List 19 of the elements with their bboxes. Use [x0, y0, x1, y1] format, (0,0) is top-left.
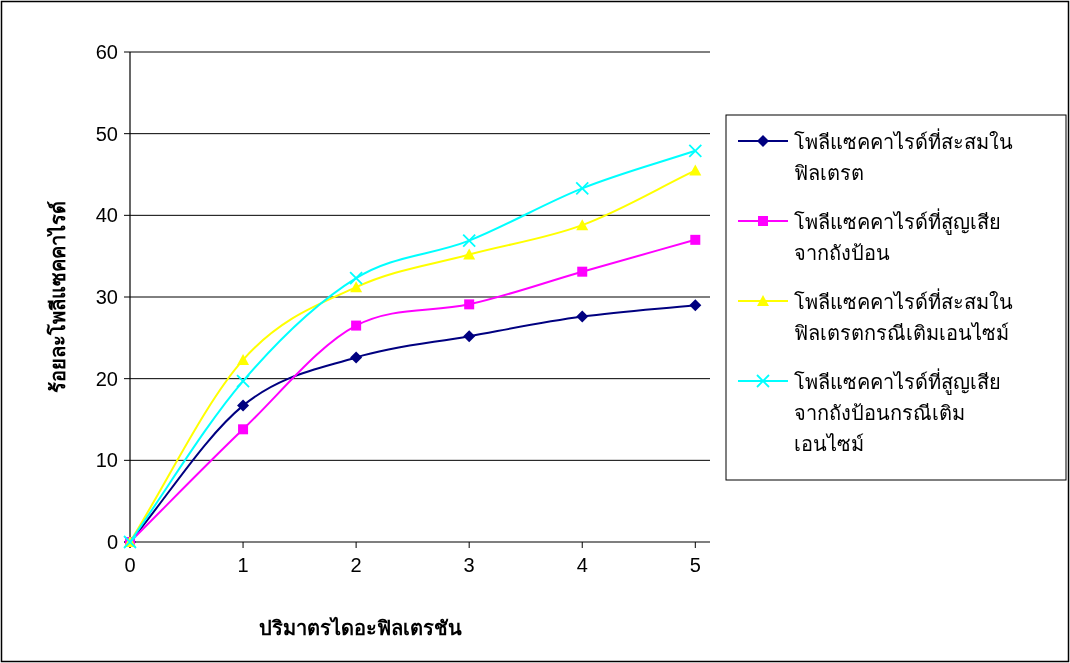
legend-label: โพลีแซคคาไรด์ที่สูญเสียจากถังป้อน — [794, 208, 1001, 264]
x-tick-label: 4 — [576, 554, 588, 576]
y-tick-label: 60 — [95, 41, 118, 63]
x-tick-label: 2 — [350, 554, 362, 576]
y-tick-label: 50 — [95, 122, 118, 145]
x-axis-title: ปริมาตรไดอะฟิลเตรชัน — [258, 616, 462, 639]
x-tick-label: 0 — [124, 554, 136, 576]
y-tick-label: 20 — [95, 367, 118, 390]
x-tick-label: 5 — [689, 554, 701, 576]
legend-label: โพลีแซคคาไรด์ที่สูญเสียจากถังป้อนกรณีเติมเอนไซม์ — [794, 368, 1001, 455]
legend-label: โพลีแซคคาไรด์ที่สะสมในฟิลเตรต — [794, 128, 1013, 184]
x-tick-label: 3 — [463, 554, 475, 576]
y-axis-title: ร้อยละโพลีแซคคาไรด์ — [46, 201, 69, 393]
y-tick-label: 40 — [95, 204, 118, 227]
x-tick-label: 1 — [237, 554, 249, 576]
y-tick-label: 10 — [95, 449, 118, 472]
y-tick-label: 30 — [95, 286, 118, 308]
legend-label: โพลีแซคคาไรด์ที่สะสมในฟิลเตรตกรณีเติมเอนไซม์ — [794, 288, 1013, 344]
y-tick-label: 0 — [106, 531, 118, 553]
